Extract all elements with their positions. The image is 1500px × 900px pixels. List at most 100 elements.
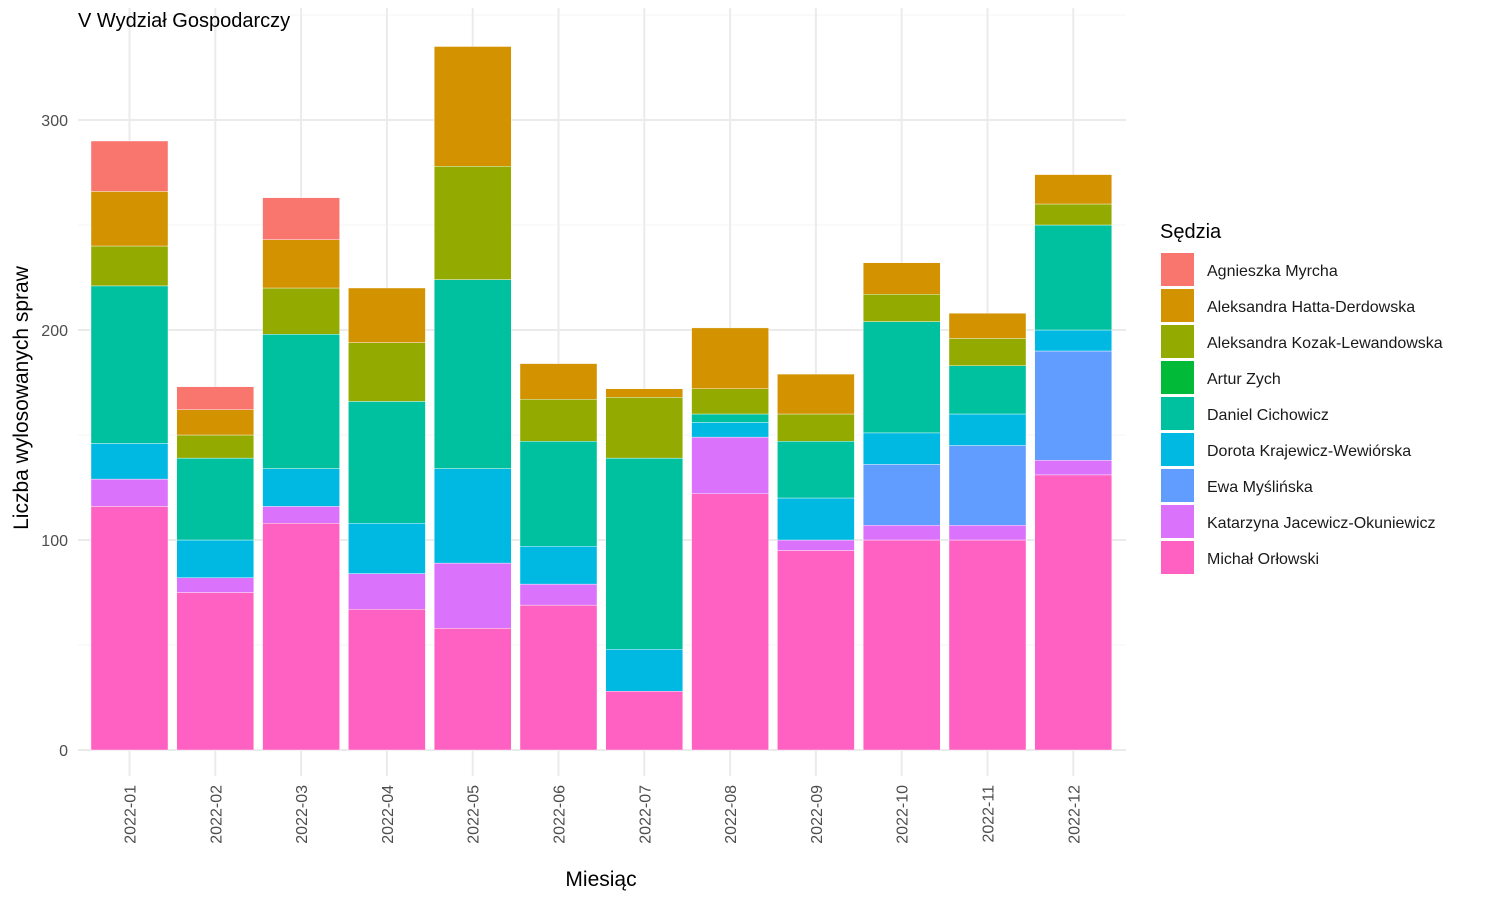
bar-segment	[519, 363, 598, 400]
bar-segment	[176, 539, 255, 578]
legend-swatch	[1161, 469, 1194, 502]
bar-segment	[948, 338, 1027, 366]
legend-swatch	[1161, 505, 1194, 538]
bar-segment	[1034, 174, 1113, 205]
x-tick-label: 2022-11	[981, 785, 998, 843]
bar-segment	[863, 464, 941, 526]
bar-segment	[691, 413, 769, 423]
bars	[90, 46, 1113, 751]
bar-segment	[948, 525, 1027, 541]
bar-segment	[519, 441, 598, 547]
x-tick-label: 2022-01	[123, 785, 140, 844]
bar-segment	[262, 197, 340, 240]
bar-segment	[948, 313, 1027, 339]
bar-segment	[691, 327, 769, 389]
x-tick-label: 2022-12	[1066, 785, 1083, 844]
x-tick-label: 2022-10	[895, 785, 912, 844]
bar-segment	[519, 583, 598, 606]
legend-label: Michał Orłowski	[1207, 551, 1319, 568]
bar-segment	[434, 279, 512, 469]
bar-segment	[519, 604, 598, 751]
x-tick-label: 2022-06	[552, 785, 569, 844]
bar-segment	[348, 342, 426, 402]
bar-segment	[176, 386, 255, 411]
bar-segment	[691, 388, 769, 415]
y-axis-title: Liczba wylosowanych spraw	[10, 265, 33, 530]
bar-segment	[176, 457, 255, 541]
x-tick-label: 2022-04	[380, 785, 397, 844]
bar-segment	[777, 550, 855, 751]
legend-label: Agnieszka Myrcha	[1207, 263, 1338, 280]
bar-segment	[863, 432, 941, 465]
y-tick-label: 300	[41, 113, 68, 130]
bar-segment	[90, 443, 169, 480]
bar-segment	[348, 523, 426, 574]
bar-segment	[1034, 460, 1113, 476]
x-tick-label: 2022-09	[809, 785, 826, 844]
x-axis-title: Miesiąc	[565, 868, 636, 891]
legend-swatch	[1161, 541, 1194, 574]
bar-segment	[777, 441, 855, 499]
bar-segment	[262, 334, 340, 469]
legend-label: Dorota Krajewicz-Wewiórska	[1207, 443, 1411, 460]
bar-segment	[605, 649, 683, 692]
legend-label: Aleksandra Hatta-Derdowska	[1207, 299, 1415, 316]
x-tick-label: 2022-02	[208, 785, 225, 844]
bar-segment	[90, 191, 169, 247]
bar-segment	[262, 287, 340, 335]
bar-segment	[90, 506, 169, 751]
bar-segment	[863, 539, 941, 751]
legend-label: Daniel Cichowicz	[1207, 407, 1329, 424]
bar-segment	[948, 413, 1027, 446]
bar-segment	[434, 165, 512, 280]
legend: Agnieszka Myrcha Aleksandra Hatta-Derdows…	[1161, 253, 1443, 574]
bar-segment	[90, 478, 169, 507]
x-tick-label: 2022-03	[294, 785, 311, 844]
bar-segment	[863, 525, 941, 541]
legend-label: Artur Zych	[1207, 371, 1281, 388]
legend-title: Sędzia	[1160, 221, 1222, 243]
bar-segment	[176, 592, 255, 751]
x-tick-label: 2022-05	[466, 785, 483, 844]
bar-segment	[90, 140, 169, 192]
y-axis-ticks: 0 100 200 300	[41, 113, 68, 760]
bar-segment	[434, 46, 512, 167]
bar-segment	[777, 539, 855, 551]
bar-segment	[176, 434, 255, 459]
bar-segment	[863, 262, 941, 295]
bar-segment	[691, 436, 769, 495]
bar-segment	[90, 245, 169, 287]
x-axis-ticks: 2022-01 2022-02 2022-03 2022-04 2022-05 2022-…	[123, 785, 1084, 844]
x-tick-label: 2022-07	[637, 785, 654, 844]
bar-segment	[1034, 224, 1113, 331]
y-tick-label: 200	[41, 323, 68, 340]
legend-label: Ewa Myślińska	[1207, 479, 1313, 496]
bar-segment	[176, 577, 255, 593]
bar-segment	[605, 388, 683, 398]
bar-segment	[348, 573, 426, 610]
bar-segment	[777, 373, 855, 415]
bar-segment	[434, 628, 512, 751]
bar-segment	[262, 523, 340, 751]
bar-segment	[605, 691, 683, 751]
bar-segment	[519, 399, 598, 442]
bar-segment	[519, 546, 598, 585]
bar-segment	[434, 468, 512, 564]
bar-segment	[262, 468, 340, 507]
legend-swatch	[1161, 397, 1194, 430]
bar-segment	[777, 413, 855, 442]
bar-segment	[90, 285, 169, 444]
bar-segment	[348, 287, 426, 343]
bar-segment	[262, 239, 340, 289]
chart-title: V Wydział Gospodarczy	[78, 10, 290, 32]
bar-segment	[262, 506, 340, 524]
legend-label: Aleksandra Kozak-Lewandowska	[1207, 335, 1443, 352]
legend-swatch	[1161, 253, 1194, 286]
y-tick-label: 0	[59, 743, 68, 760]
bar-segment	[176, 409, 255, 436]
bar-segment	[691, 493, 769, 751]
bar-segment	[863, 321, 941, 434]
bar-segment	[1034, 350, 1113, 461]
legend-swatch	[1161, 325, 1194, 358]
